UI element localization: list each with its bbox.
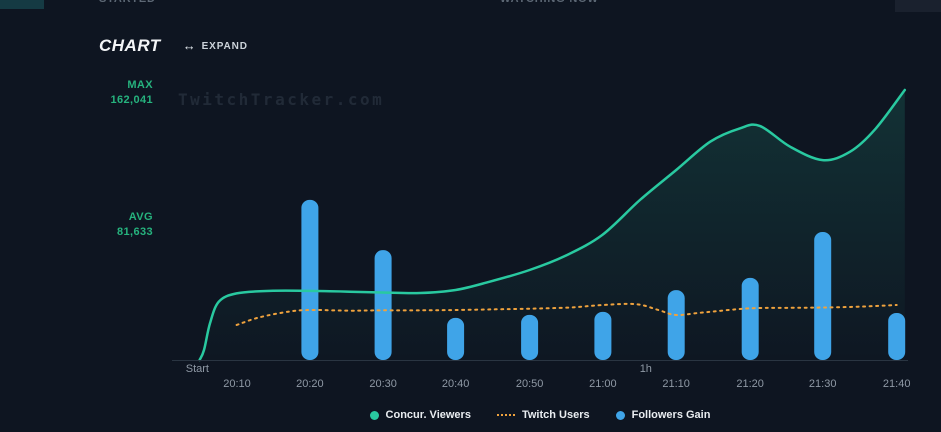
concurrent-viewers-line[interactable] [198,88,907,362]
avg-value: 81,633 [116,226,153,238]
followers-gain-bar[interactable] [301,199,319,360]
chart-legend: Concur. Viewers Twitch Users Followers Gai… [170,406,910,424]
followers-gain-bar[interactable] [374,250,392,360]
followers-gain-bar[interactable] [888,313,906,360]
max-label: MAX [127,79,153,91]
avg-stat: AVG 81,633 [78,210,153,240]
x-tick-label: 20:20 [296,378,324,390]
x-tick-label: Start [185,363,209,375]
x-tick-label: 21:00 [589,378,617,390]
expand-arrows-icon: ↔ [182,38,197,53]
watermark: TwitchTracker.com [178,90,385,109]
legend-dot-icon [615,410,625,420]
max-value: 162,041 [110,94,153,106]
x-axis: Start 20:10 20:20 20:30 20:40 20:50 21:00 1h 21:… [170,360,911,392]
x-tick-label: 21:10 [662,378,690,390]
x-tick-label: 1h [639,363,652,375]
legend-item-concur-viewers[interactable]: Concur. Viewers [369,409,471,421]
x-tick-label: 21:30 [808,378,837,390]
top-left-panel-fragment [0,0,44,9]
legend-dot-icon [369,410,379,420]
legend-label: Followers Gain [631,409,711,421]
x-tick-label: 20:50 [515,378,544,390]
started-column-label: STARTED [99,0,156,5]
followers-gain-bar[interactable] [741,277,759,360]
x-tick-label: 21:20 [736,378,764,390]
watching-now-column-label: WATCHING NOW [500,0,599,5]
legend-label: Concur. Viewers [385,409,471,421]
legend-dotted-line-icon [496,414,515,416]
legend-label: Twitch Users [521,409,590,421]
x-tick-label: 20:40 [441,378,470,390]
chart-plot-area[interactable] [170,60,910,362]
followers-gain-bar[interactable] [667,290,685,360]
expand-label: EXPAND [201,40,248,52]
followers-gain-bar[interactable] [594,311,612,360]
legend-item-followers-gain[interactable]: Followers Gain [615,409,711,421]
x-tick-label: 21:40 [882,378,911,390]
max-stat: MAX 162,041 [78,78,153,108]
followers-gain-bar[interactable] [814,232,832,360]
chart-header: CHART ↔ EXPAND [99,36,248,56]
x-tick-label: 20:10 [223,378,251,390]
twitch-users-line[interactable] [235,302,898,326]
followers-gain-bar[interactable] [521,314,539,360]
followers-gain-bar[interactable] [447,317,465,360]
top-right-panel-fragment [895,0,941,12]
avg-label: AVG [128,211,153,223]
legend-item-twitch-users[interactable]: Twitch Users [496,409,590,421]
expand-button[interactable]: ↔ EXPAND [182,38,248,53]
chart-section-title: CHART [99,36,161,55]
x-tick-label: 20:30 [369,378,397,390]
